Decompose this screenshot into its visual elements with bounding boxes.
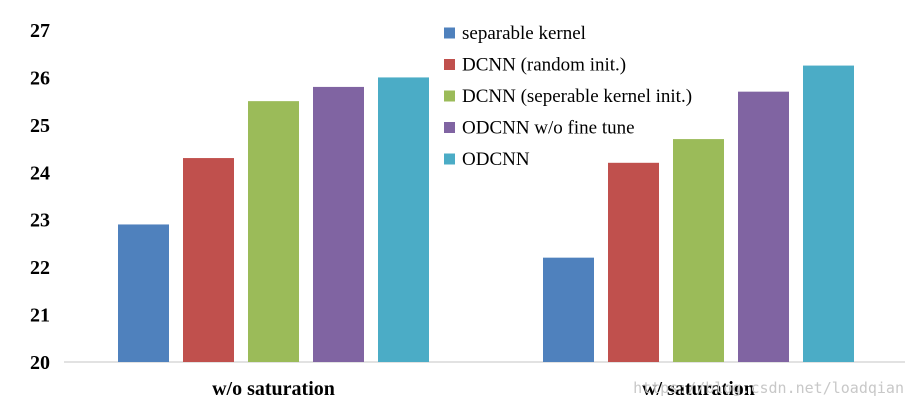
y-tick-label: 21	[30, 305, 50, 327]
bar	[738, 91, 789, 363]
legend-label: DCNN (seperable kernel init.)	[462, 86, 692, 107]
bar	[673, 139, 724, 362]
bar	[248, 101, 299, 363]
legend-label: ODCNN	[462, 149, 530, 170]
y-tick-label: 22	[30, 257, 50, 279]
legend-swatch	[444, 153, 455, 165]
y-tick-label: 25	[30, 115, 50, 137]
legend-swatch	[444, 122, 455, 133]
legend-label: separable kernel	[462, 23, 586, 44]
x-category-label: w/ saturation	[642, 378, 755, 400]
y-axis-tick-labels: 20 21 22 23 24 25 26 27	[30, 20, 50, 374]
legend-swatch	[444, 59, 455, 70]
bar-group	[118, 65, 854, 363]
watermark-text: https://blog.csdn.net/loadqian	[633, 379, 904, 397]
bar	[803, 65, 854, 363]
x-category-label: w/o saturation	[212, 378, 335, 400]
bar	[313, 86, 364, 363]
bar	[543, 257, 594, 362]
y-tick-label: 27	[30, 20, 50, 42]
bar	[378, 77, 429, 362]
y-tick-label: 24	[30, 162, 50, 184]
bar	[608, 162, 659, 362]
y-tick-label: 20	[30, 352, 50, 374]
bar	[183, 158, 234, 362]
y-tick-label: 23	[30, 210, 50, 232]
legend-label: DCNN (random init.)	[462, 55, 626, 76]
x-axis-category-labels: w/o saturation w/ saturation	[212, 378, 755, 400]
legend: separable kernel DCNN (random init.) DCNN …	[444, 23, 692, 170]
bar	[118, 224, 169, 362]
legend-swatch	[444, 27, 455, 39]
legend-swatch	[444, 90, 455, 102]
legend-label: ODCNN w/o fine tune	[462, 118, 635, 139]
y-tick-label: 26	[30, 67, 50, 89]
